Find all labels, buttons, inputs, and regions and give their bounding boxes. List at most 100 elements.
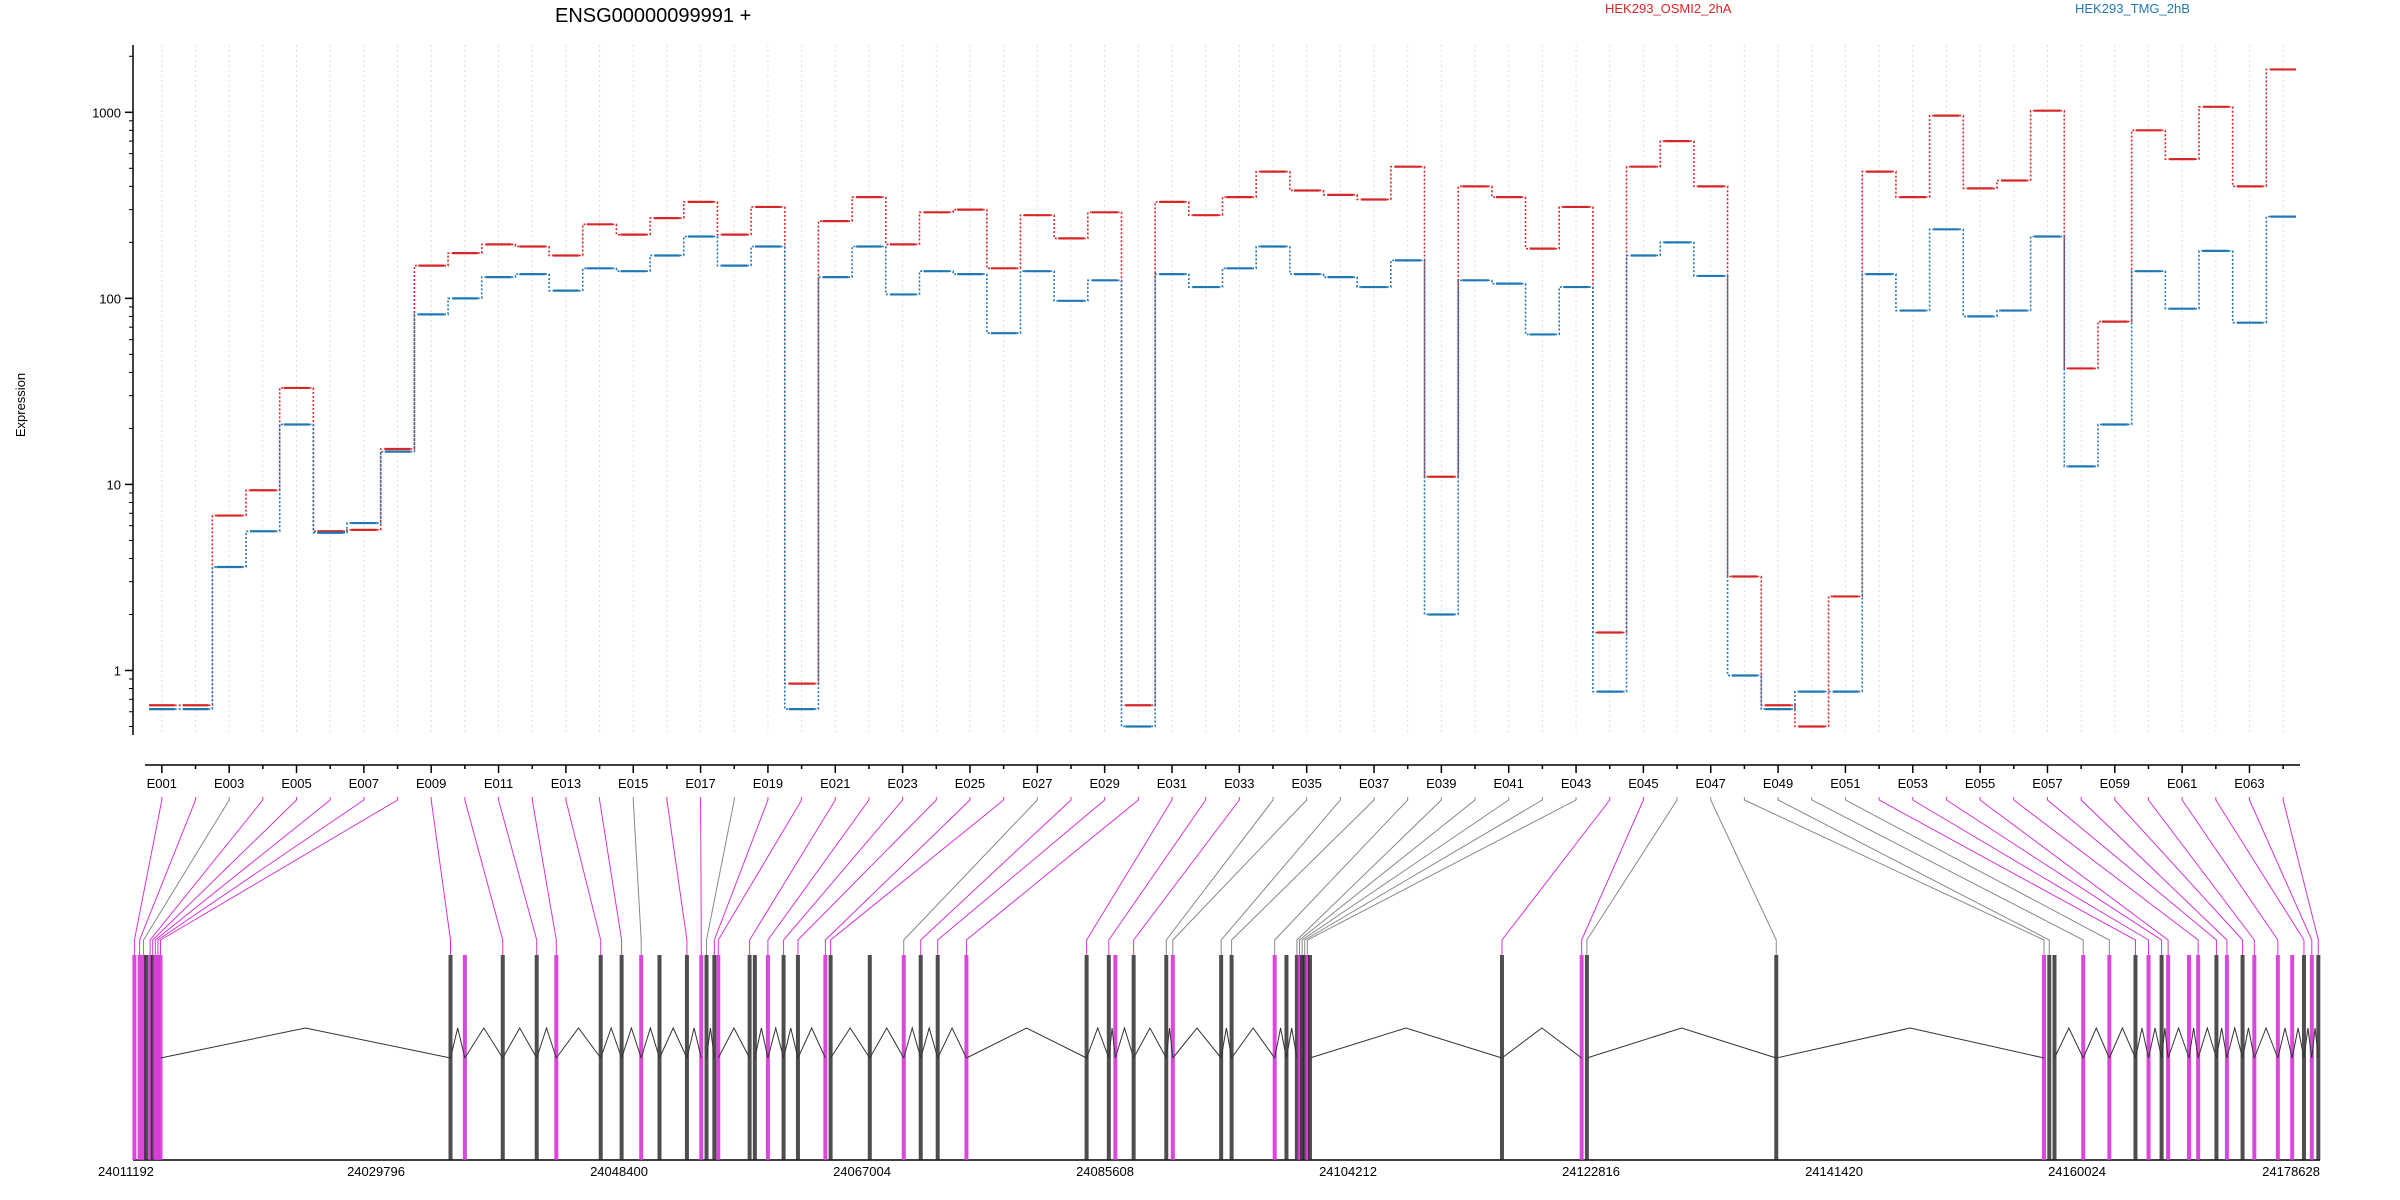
- data-connector: [477, 243, 486, 254]
- exon-connector: [1306, 797, 1577, 955]
- data-connector: [1891, 170, 1900, 198]
- intron-line: [1231, 1027, 1276, 1059]
- x-tick-label: E007: [349, 776, 379, 791]
- data-connector: [2194, 250, 2204, 310]
- series-b: [149, 215, 2296, 728]
- data-connector: [1824, 595, 1833, 728]
- data-connector: [1858, 170, 1867, 598]
- data-connector: [713, 201, 722, 236]
- exon-connector: [965, 797, 1139, 955]
- intron-line: [783, 1027, 799, 1059]
- exon-connector: [1777, 797, 2050, 955]
- data-connector: [1319, 273, 1328, 278]
- data-connector: [2026, 109, 2035, 182]
- exon-connector: [1710, 797, 1777, 955]
- exon-connector: [1979, 797, 2169, 955]
- data-connector: [747, 206, 756, 236]
- intron-line: [555, 1027, 602, 1059]
- exon-connector: [824, 797, 971, 955]
- data-connector: [814, 276, 823, 710]
- exon-connector: [2248, 797, 2313, 955]
- exon-connector: [1172, 797, 1308, 955]
- data-connector: [747, 245, 756, 267]
- data-connector: [1723, 185, 1732, 578]
- data-connector: [477, 276, 486, 300]
- x-tick-label: E009: [416, 776, 446, 791]
- data-connector: [1689, 140, 1698, 188]
- data-connector: [1622, 254, 1631, 693]
- x-tick-label: E005: [281, 776, 311, 791]
- x-tick-label: E029: [1089, 776, 1119, 791]
- x-tick-label: E059: [2100, 776, 2130, 791]
- exon-connector: [1274, 797, 1409, 955]
- data-connector: [2262, 215, 2271, 324]
- exon-connector: [1296, 797, 1442, 955]
- data-connector: [780, 245, 789, 710]
- intron-line: [536, 1026, 557, 1059]
- data-connector: [2093, 320, 2103, 370]
- x-tick-label: E011: [484, 776, 513, 791]
- data-connector: [410, 264, 419, 450]
- intron-line: [2215, 1027, 2228, 1059]
- exon-connector: [1743, 797, 2045, 955]
- exon-connector: [2013, 797, 2199, 955]
- data-connector: [679, 201, 688, 219]
- intron-line: [2242, 1027, 2255, 1059]
- data-connector: [2228, 106, 2237, 188]
- data-connector: [1184, 273, 1193, 288]
- x-tick-label: E057: [2032, 776, 2062, 791]
- exon-connector: [1844, 797, 2110, 955]
- data-connector: [1656, 140, 1665, 168]
- x-tick-label: E043: [1561, 776, 1591, 791]
- gridlines: [161, 45, 2284, 735]
- exon-block: [144, 955, 149, 1160]
- intron-line: [717, 1026, 751, 1059]
- x-tick-label: E027: [1022, 776, 1052, 791]
- data-connector: [275, 387, 284, 492]
- y-axis-label: Expression: [13, 373, 28, 437]
- x-tick-label: E001: [147, 776, 177, 791]
- x-tick-label: E063: [2234, 776, 2264, 791]
- intron-line: [2188, 1027, 2199, 1059]
- intron-line: [1285, 1027, 1298, 1059]
- data-connector: [1353, 194, 1362, 201]
- data-connector: [2060, 109, 2069, 370]
- data-connector: [2228, 250, 2237, 324]
- exon-connector: [152, 797, 298, 955]
- genomic-coordinate-label: 24085608: [1076, 1164, 1134, 1179]
- exon-connector: [157, 797, 365, 955]
- y-tick-label: 100: [99, 291, 121, 306]
- data-connector: [342, 529, 352, 533]
- gene-track: 24011192 24029796 24048400 24067004 24085608…: [98, 955, 2321, 1179]
- exon-connector: [154, 797, 331, 955]
- data-connector: [309, 387, 318, 533]
- exon-connector: [2080, 797, 2228, 955]
- data-connector: [848, 196, 857, 222]
- x-tick-label: E049: [1763, 776, 1793, 791]
- x-tick-label: E061: [2167, 776, 2197, 791]
- data-connector: [1891, 273, 1900, 312]
- data-connector: [1521, 282, 1530, 336]
- data-connector: [1353, 276, 1362, 288]
- exon-connector: [797, 797, 937, 955]
- data-connector: [2194, 106, 2204, 160]
- x-tick-label: E025: [955, 776, 985, 791]
- exon-connector: [1086, 797, 1173, 955]
- legend-entry-series-b: HEK293_TMG_2hB: [2075, 1, 2190, 16]
- data-connector: [1757, 674, 1766, 710]
- genomic-coordinate-label: 24048400: [590, 1164, 648, 1179]
- exon-connector: [2215, 797, 2305, 955]
- data-connector: [2093, 423, 2103, 468]
- exon-connector: [632, 797, 642, 955]
- x-tick-label: E055: [1965, 776, 1995, 791]
- data-connector: [1050, 270, 1059, 302]
- data-connector: [915, 211, 924, 246]
- exon-connector: [783, 797, 904, 955]
- intron-line: [869, 1026, 905, 1059]
- genomic-coordinate-label: 24178628: [2262, 1164, 2320, 1179]
- series-a: [149, 68, 2296, 728]
- data-connector: [578, 267, 587, 292]
- exon-block: [153, 955, 158, 1160]
- data-connector: [208, 566, 217, 710]
- intron-line: [2082, 1026, 2110, 1059]
